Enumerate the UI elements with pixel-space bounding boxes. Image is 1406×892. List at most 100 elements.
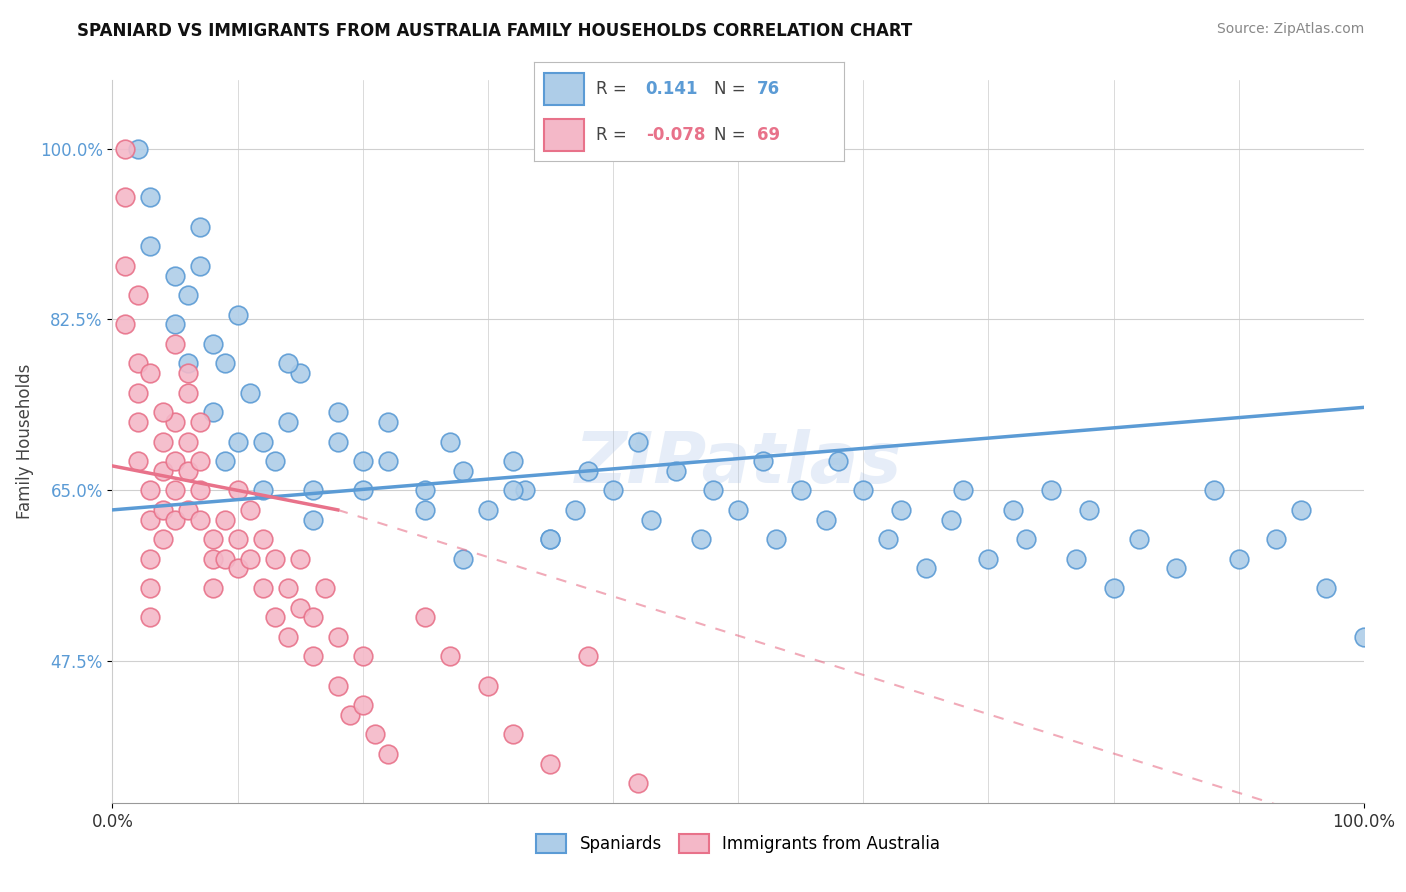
Point <box>1164 561 1187 575</box>
Point <box>915 561 938 575</box>
Point <box>252 532 274 546</box>
Point <box>188 454 211 468</box>
Point <box>1128 532 1150 546</box>
Text: 76: 76 <box>756 80 780 98</box>
Text: 0.141: 0.141 <box>645 80 699 98</box>
Point <box>790 483 813 498</box>
Point <box>139 513 162 527</box>
Point <box>163 415 186 429</box>
Point <box>602 483 624 498</box>
Point <box>852 483 875 498</box>
Point <box>1353 630 1375 644</box>
Text: SPANIARD VS IMMIGRANTS FROM AUSTRALIA FAMILY HOUSEHOLDS CORRELATION CHART: SPANIARD VS IMMIGRANTS FROM AUSTRALIA FA… <box>77 22 912 40</box>
Point <box>188 513 211 527</box>
Point <box>163 513 186 527</box>
Point <box>201 581 224 595</box>
Point <box>264 454 287 468</box>
Point <box>201 405 224 419</box>
Legend: Spaniards, Immigrants from Australia: Spaniards, Immigrants from Australia <box>530 827 946 860</box>
Point <box>664 464 686 478</box>
Point <box>226 434 249 449</box>
Point <box>214 551 236 566</box>
Point <box>439 649 461 664</box>
Point <box>114 142 136 156</box>
Point <box>576 464 599 478</box>
Point <box>413 503 436 517</box>
Point <box>326 679 349 693</box>
Point <box>1227 551 1250 566</box>
Point <box>1102 581 1125 595</box>
Point <box>201 551 224 566</box>
Text: N =: N = <box>714 80 751 98</box>
Point <box>163 337 186 351</box>
Point <box>339 707 361 722</box>
Point <box>502 454 524 468</box>
Point <box>1077 503 1099 517</box>
Bar <box>544 120 583 151</box>
Point <box>515 483 537 498</box>
Point <box>564 503 586 517</box>
Point <box>176 356 198 370</box>
Point <box>163 318 186 332</box>
Point <box>252 434 274 449</box>
Point <box>352 483 374 498</box>
Point <box>226 561 249 575</box>
Point <box>163 454 186 468</box>
Bar <box>544 73 583 104</box>
Point <box>939 513 962 527</box>
Point <box>214 356 236 370</box>
Point <box>1015 532 1038 546</box>
Text: Source: ZipAtlas.com: Source: ZipAtlas.com <box>1216 22 1364 37</box>
Point <box>890 503 912 517</box>
Point <box>301 513 323 527</box>
Point <box>290 600 312 615</box>
Point <box>326 405 349 419</box>
Point <box>827 454 849 468</box>
Point <box>239 551 262 566</box>
Point <box>301 649 323 664</box>
Point <box>163 483 186 498</box>
Point <box>226 308 249 322</box>
Point <box>139 483 162 498</box>
Point <box>176 464 198 478</box>
Point <box>477 503 499 517</box>
Point <box>277 581 299 595</box>
Point <box>627 776 650 790</box>
Point <box>176 288 198 302</box>
Text: -0.078: -0.078 <box>645 126 704 144</box>
Point <box>127 142 149 156</box>
Point <box>152 532 174 546</box>
Point <box>576 649 599 664</box>
Point <box>377 454 399 468</box>
Text: R =: R = <box>596 126 633 144</box>
Point <box>127 385 149 400</box>
Point <box>201 532 224 546</box>
Point <box>1002 503 1025 517</box>
Point <box>702 483 724 498</box>
Point <box>277 630 299 644</box>
Point <box>127 454 149 468</box>
Point <box>163 268 186 283</box>
Point <box>477 679 499 693</box>
Point <box>451 551 474 566</box>
Point <box>264 551 287 566</box>
Point <box>352 698 374 713</box>
Point <box>1202 483 1225 498</box>
Point <box>290 551 312 566</box>
Point <box>627 434 650 449</box>
Point <box>226 532 249 546</box>
Point <box>127 356 149 370</box>
Point <box>114 259 136 273</box>
Point <box>201 337 224 351</box>
Text: N =: N = <box>714 126 751 144</box>
Point <box>239 503 262 517</box>
Point <box>301 483 323 498</box>
Point <box>413 483 436 498</box>
Point <box>640 513 662 527</box>
Point <box>301 610 323 624</box>
Point <box>413 610 436 624</box>
Point <box>214 454 236 468</box>
Point <box>814 513 837 527</box>
Point <box>326 630 349 644</box>
Point <box>377 415 399 429</box>
